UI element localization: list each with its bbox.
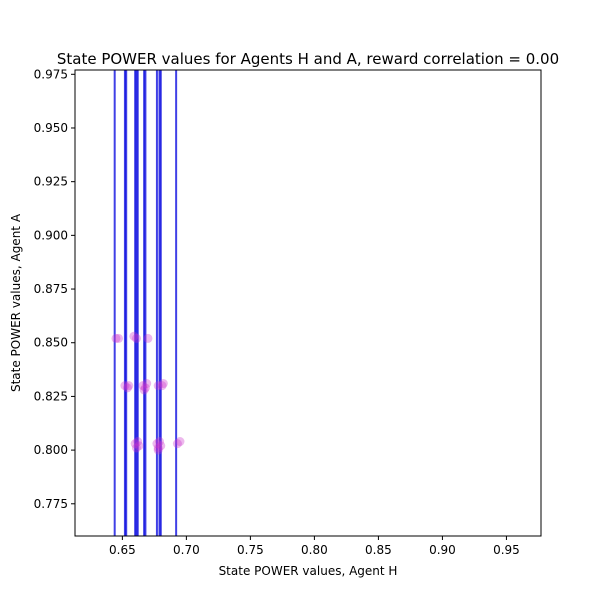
vertical-lines (113, 70, 178, 536)
data-point (152, 439, 162, 449)
data-point (153, 381, 163, 391)
data-points (111, 331, 185, 455)
chart-title: State POWER values for Agents H and A, r… (57, 50, 559, 68)
data-point (131, 443, 141, 453)
y-tick-label: 0.775 (34, 497, 68, 511)
x-tick-label: 0.90 (429, 543, 456, 557)
data-point (142, 379, 152, 389)
y-tick-label: 0.925 (34, 175, 68, 189)
x-tick-label: 0.65 (109, 543, 136, 557)
data-point (122, 383, 132, 393)
data-point (124, 381, 134, 391)
data-point (153, 443, 163, 453)
x-tick-label: 0.70 (173, 543, 200, 557)
data-point (138, 381, 148, 391)
y-tick-label: 0.950 (34, 121, 68, 135)
x-axis: 0.65 0.70 0.75 0.80 0.85 0.90 0.95 (109, 536, 520, 557)
y-tick-label: 0.825 (34, 389, 68, 403)
data-point (131, 333, 141, 343)
data-point (154, 437, 164, 447)
x-tick-label: 0.85 (365, 543, 392, 557)
data-point (134, 441, 144, 451)
y-tick-label: 0.850 (34, 336, 68, 350)
data-point (172, 439, 182, 449)
y-tick-label: 0.975 (34, 67, 68, 81)
y-tick-label: 0.900 (34, 228, 68, 242)
x-tick-label: 0.75 (237, 543, 264, 557)
data-point (130, 439, 140, 449)
x-axis-label: State POWER values, Agent H (219, 564, 398, 578)
data-point (139, 385, 149, 395)
plot-frame (74, 69, 542, 537)
data-point (111, 333, 121, 343)
data-point (153, 445, 163, 455)
data-point (156, 441, 166, 451)
y-tick-label: 0.875 (34, 282, 68, 296)
data-point (120, 381, 130, 391)
y-tick-label: 0.800 (34, 443, 68, 457)
y-axis: 0.775 0.800 0.825 0.850 0.875 0.900 0.925 0.950… (34, 67, 75, 511)
data-point (133, 437, 143, 447)
data-point (143, 333, 153, 343)
data-point (158, 379, 168, 389)
x-tick-label: 0.80 (301, 543, 328, 557)
data-point (175, 437, 185, 447)
data-point (140, 383, 150, 393)
y-axis-label: State POWER values, Agent A (9, 213, 23, 392)
data-point (114, 333, 124, 343)
x-tick-label: 0.95 (493, 543, 520, 557)
data-point (157, 381, 167, 391)
data-point (129, 331, 139, 341)
